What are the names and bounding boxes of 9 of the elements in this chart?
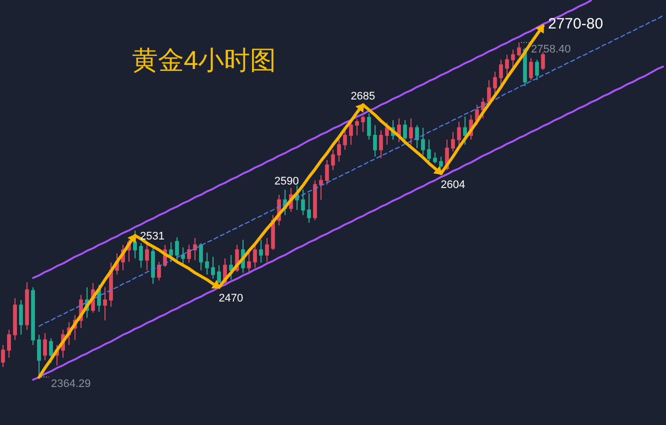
value-label: 2470 [218, 292, 244, 305]
value-label: 2685 [350, 90, 376, 102]
value-label: 2590 [274, 175, 299, 188]
value-label: 2770-80 [548, 15, 604, 32]
extreme-label: 2758.40 [520, 42, 571, 56]
value-label: 2604 [440, 179, 466, 191]
extreme-label: 2364.29 [40, 376, 91, 390]
title: 黄金4小时图 [132, 45, 276, 75]
value-label: 2531 [140, 230, 164, 242]
